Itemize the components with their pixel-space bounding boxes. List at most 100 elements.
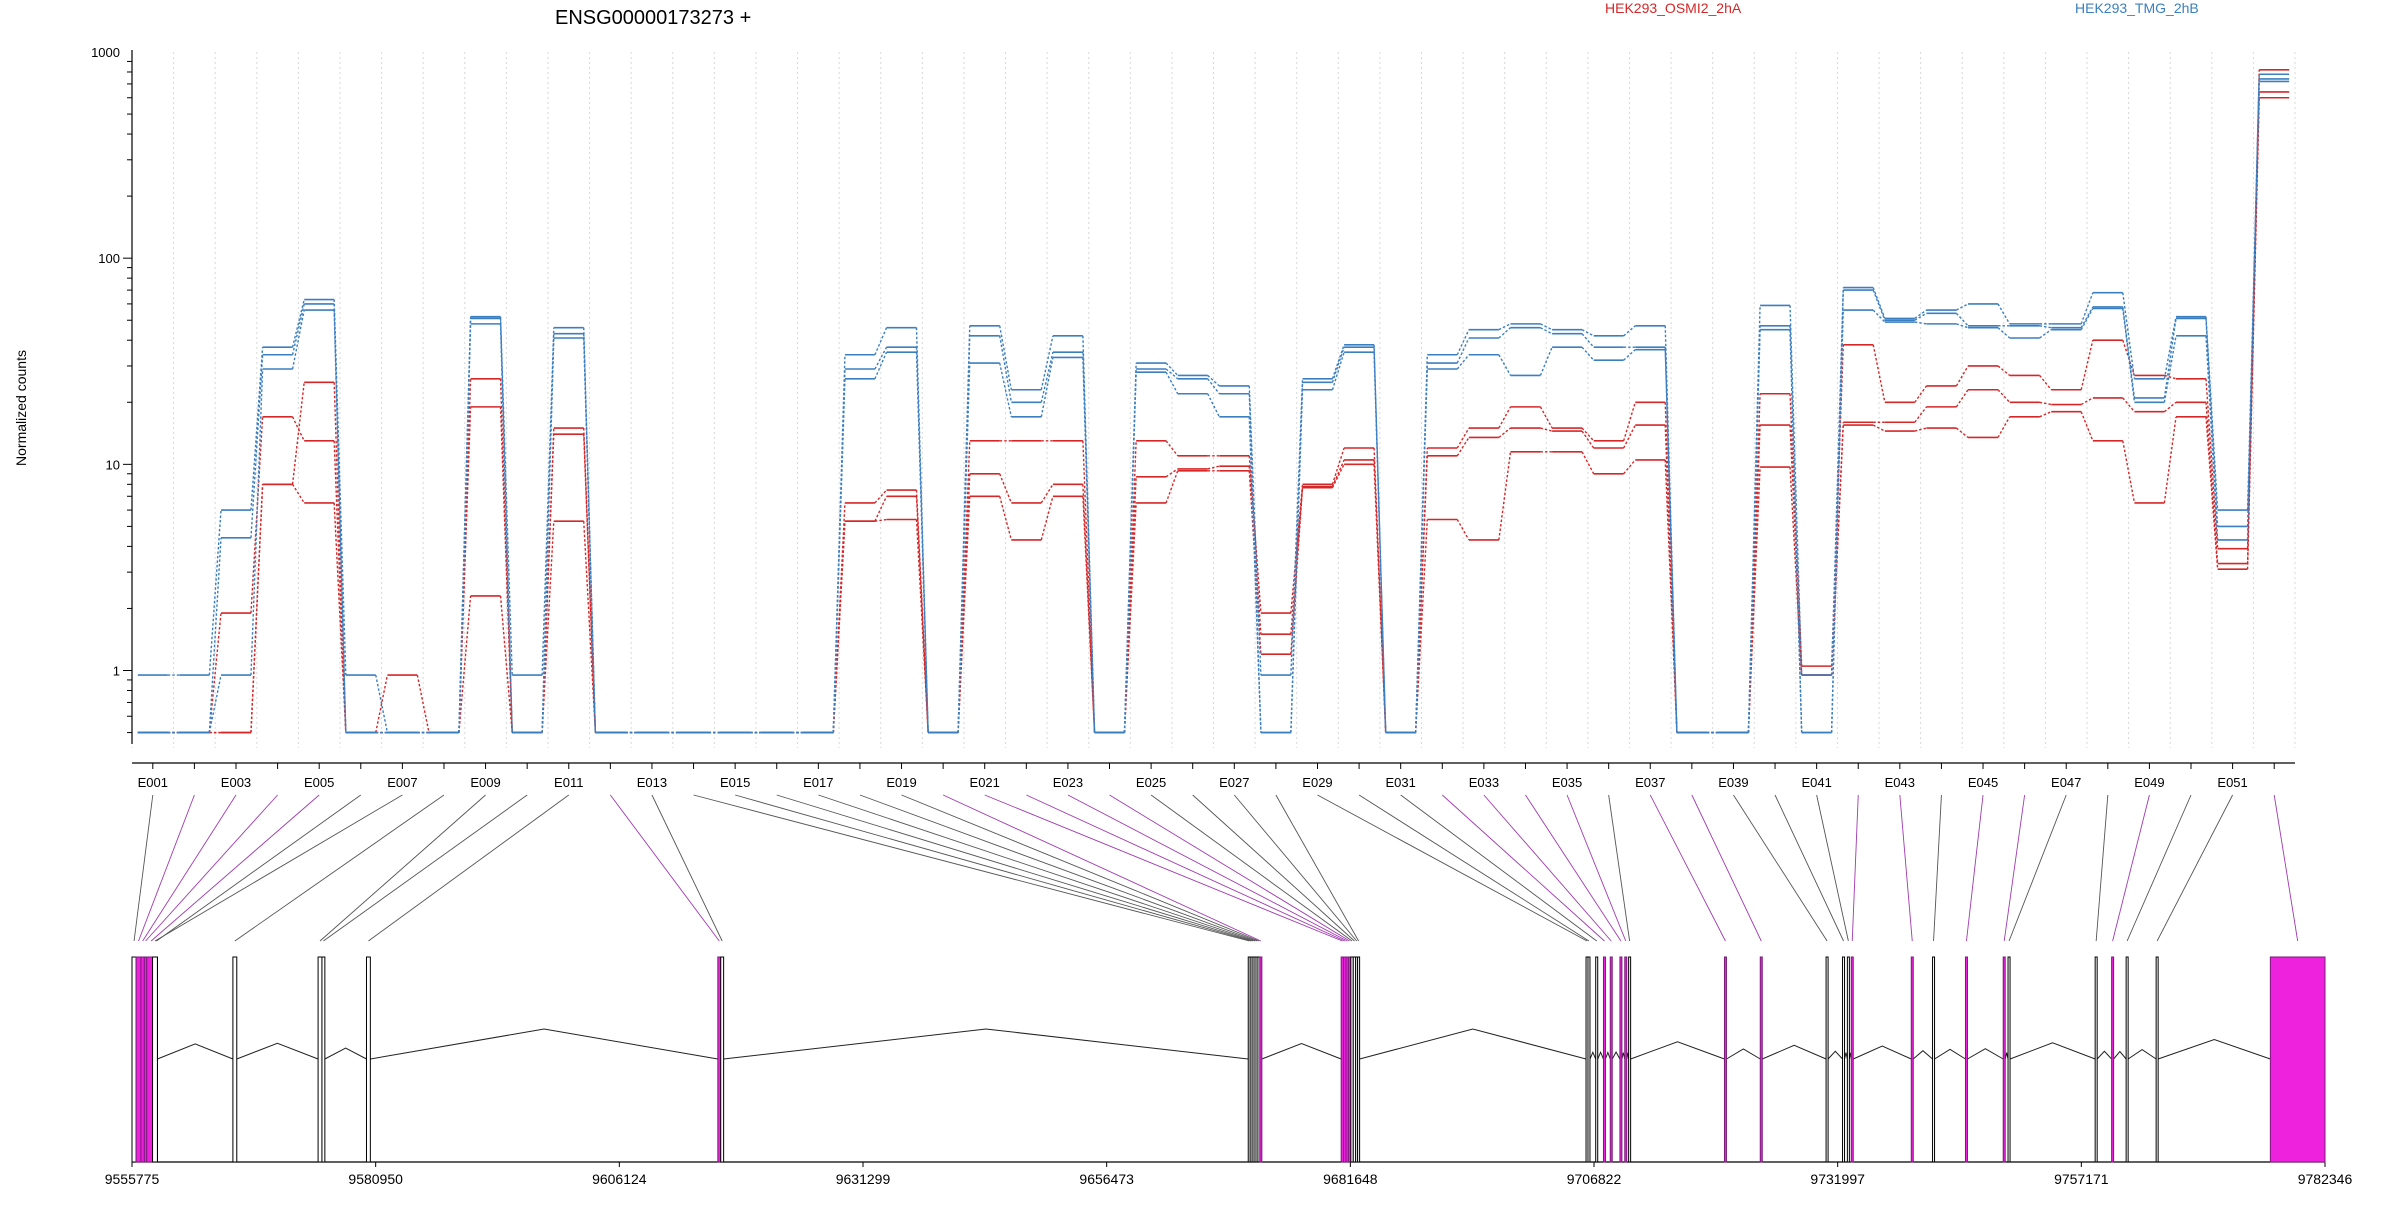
series-connector — [1165, 371, 1179, 395]
exon-box-E045 — [1964, 956, 1968, 1163]
series-connector — [1456, 329, 1470, 356]
x-tick-label: E007 — [387, 775, 417, 790]
series-connector — [1540, 427, 1553, 432]
series-connector — [1997, 389, 2011, 403]
exon-connector-E025 — [1150, 794, 1353, 942]
series-connector — [1498, 406, 1512, 429]
y-axis-label: Normalized counts — [13, 350, 29, 466]
series-connector — [1581, 427, 1595, 442]
series-connector — [1581, 333, 1595, 348]
exon-box-E020 — [1259, 956, 1263, 1163]
exon-box-E002 — [135, 956, 142, 1163]
exon-connector-E001 — [133, 794, 154, 942]
exon-box-E035 — [1624, 956, 1628, 1163]
series-connector — [208, 674, 222, 733]
x-tick-label: E051 — [2217, 775, 2247, 790]
series-connector — [999, 362, 1013, 417]
exon-box-E001 — [131, 956, 137, 1163]
series-connector — [291, 483, 305, 504]
series-connector — [1248, 416, 1262, 733]
series-connector — [2039, 411, 2052, 418]
series-connector — [2205, 416, 2219, 570]
exon-connector-E007 — [154, 794, 403, 942]
exon-connector-E029 — [1317, 794, 1588, 942]
exon-connector-E002 — [138, 794, 195, 942]
series-connector — [1456, 519, 1470, 541]
exon-connector-E031 — [1400, 794, 1597, 942]
x-tick-label: E043 — [1885, 775, 1915, 790]
exon-box-E007 — [152, 956, 158, 1163]
series-connector — [1872, 424, 1886, 432]
intron-line — [2096, 1050, 2112, 1060]
series-connector — [1290, 389, 1304, 733]
intron-line — [2009, 1042, 2096, 1060]
series-connector — [957, 363, 971, 733]
x-tick-label: E033 — [1469, 775, 1499, 790]
series-connector — [1040, 483, 1054, 504]
series-connector — [2163, 401, 2177, 413]
series-connector — [1914, 427, 1927, 432]
series-connector — [832, 378, 846, 733]
exon-connector-E023 — [1067, 794, 1348, 942]
genomic-coordinate-label: 9606124 — [592, 1171, 647, 1187]
exon-connector-E043 — [1899, 794, 1913, 942]
exon-connector-E008 — [234, 794, 445, 942]
series-connector — [874, 351, 888, 380]
series-connector — [1290, 484, 1304, 614]
series-connector — [2163, 316, 2177, 379]
exon-connector-E046 — [2003, 794, 2026, 942]
series-connector — [1040, 352, 1054, 403]
exon-box-E034 — [1619, 956, 1623, 1163]
series-connector — [2080, 308, 2094, 331]
series-connector — [1872, 287, 1886, 319]
series-connector — [1664, 347, 1678, 733]
series-connector — [2039, 325, 2052, 329]
x-tick-label: E011 — [554, 775, 583, 790]
series-connector — [2122, 308, 2136, 403]
series-connector — [1123, 502, 1137, 733]
series-connector — [957, 440, 971, 733]
exon-connector-E019 — [901, 794, 1260, 942]
series-connector — [1539, 406, 1553, 429]
series-connector — [2080, 397, 2094, 406]
exon-connector-E017 — [818, 794, 1256, 942]
x-tick-label: E005 — [304, 775, 334, 790]
intron-line — [1726, 1048, 1761, 1060]
exon-box-E010 — [321, 956, 326, 1163]
series-connector — [499, 595, 513, 733]
exon-box-E013 — [720, 956, 725, 1163]
series-connector — [2039, 374, 2052, 391]
x-tick-label: E015 — [720, 775, 750, 790]
intron-line — [1589, 1051, 1597, 1060]
y-tick-label: 1000 — [91, 45, 120, 60]
genomic-coordinate-label: 9731997 — [1810, 1171, 1865, 1187]
exon-connector-E028 — [1275, 794, 1360, 942]
exon-connector-E050 — [2126, 794, 2192, 942]
genomic-coordinate-label: 9656473 — [1079, 1171, 1134, 1187]
series-connector — [1956, 303, 1969, 311]
series-connector — [208, 612, 222, 733]
series-connector — [1830, 287, 1844, 676]
series-connector — [1997, 303, 2011, 325]
genomic-coordinate-label: 9555775 — [105, 1171, 160, 1187]
series-connector — [1540, 327, 1553, 335]
series-connector — [1331, 351, 1345, 390]
exon-box-E036 — [1628, 956, 1632, 1163]
series-connector — [1040, 335, 1054, 390]
exon-connector-E011 — [368, 794, 570, 942]
exon-connector-E018 — [859, 794, 1258, 942]
exon-connector-E016 — [776, 794, 1254, 942]
series-connector — [2080, 340, 2094, 390]
series-connector — [1664, 349, 1678, 733]
series-connector — [1123, 440, 1137, 733]
series-connector — [1956, 323, 1969, 329]
series-connector — [1955, 365, 1969, 387]
exon-box-E048 — [2094, 956, 2098, 1163]
x-axis: E001 E003 E005 E007 E009 E011 E013 E015 E017 E019… — [132, 762, 2295, 790]
series-connector — [1997, 365, 2011, 376]
intron-line — [1359, 1028, 1587, 1060]
series-connector — [458, 595, 472, 733]
intron-line — [370, 1028, 718, 1060]
series-connector — [1914, 385, 1928, 403]
